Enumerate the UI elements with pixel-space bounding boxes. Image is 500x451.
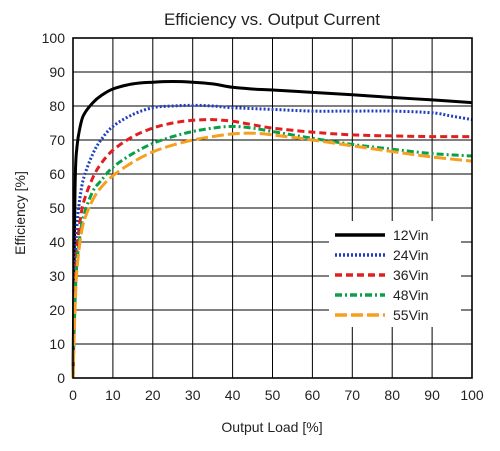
y-tick-label: 20 bbox=[49, 302, 65, 318]
legend-label: 12Vin bbox=[393, 227, 429, 243]
legend-label: 24Vin bbox=[393, 247, 429, 263]
legend-item-24vin: 24Vin bbox=[335, 247, 429, 263]
series-line-36vin bbox=[71, 118, 473, 379]
y-tick-label: 0 bbox=[57, 370, 65, 386]
x-tick-label: 70 bbox=[345, 387, 361, 403]
chart-title: Efficiency vs. Output Current bbox=[164, 10, 380, 29]
x-tick-label: 0 bbox=[69, 387, 77, 403]
legend-item-36vin: 36Vin bbox=[335, 267, 429, 283]
series-line-55vin bbox=[71, 131, 473, 379]
y-tick-label: 40 bbox=[49, 234, 65, 250]
x-tick-label: 60 bbox=[305, 387, 321, 403]
x-tick-label: 100 bbox=[460, 387, 484, 403]
legend-item-48vin: 48Vin bbox=[335, 287, 429, 303]
series-lines bbox=[71, 80, 473, 379]
legend-label: 36Vin bbox=[393, 267, 429, 283]
plot-frame bbox=[72, 37, 473, 379]
legend-item-55vin: 55Vin bbox=[335, 307, 429, 323]
x-tick-labels: 0 10 20 30 40 50 60 70 80 90 100 bbox=[69, 387, 484, 403]
x-axis-label: Output Load [%] bbox=[221, 419, 322, 435]
legend-item-12vin: 12Vin bbox=[335, 227, 429, 243]
x-tick-label: 90 bbox=[424, 387, 440, 403]
x-tick-label: 80 bbox=[384, 387, 400, 403]
legend-label: 55Vin bbox=[393, 307, 429, 323]
x-tick-label: 20 bbox=[145, 387, 161, 403]
y-tick-label: 10 bbox=[49, 336, 65, 352]
y-axis-label: Efficiency [%] bbox=[12, 171, 28, 255]
x-tick-label: 10 bbox=[105, 387, 121, 403]
y-tick-label: 60 bbox=[49, 166, 65, 182]
x-tick-label: 30 bbox=[185, 387, 201, 403]
y-tick-label: 100 bbox=[42, 30, 66, 46]
series-line-12vin bbox=[71, 80, 473, 379]
x-tick-label: 50 bbox=[265, 387, 281, 403]
y-tick-label: 70 bbox=[49, 132, 65, 148]
y-tick-label: 80 bbox=[49, 98, 65, 114]
legend-label: 48Vin bbox=[393, 287, 429, 303]
legend: 12Vin 24Vin 36Vin 48Vin 55Vin bbox=[329, 221, 461, 327]
y-tick-label: 30 bbox=[49, 268, 65, 284]
y-tick-labels: 0 10 20 30 40 50 60 70 80 90 100 bbox=[42, 30, 66, 386]
x-tick-label: 40 bbox=[225, 387, 241, 403]
y-tick-label: 50 bbox=[49, 200, 65, 216]
y-tick-label: 90 bbox=[49, 64, 65, 80]
